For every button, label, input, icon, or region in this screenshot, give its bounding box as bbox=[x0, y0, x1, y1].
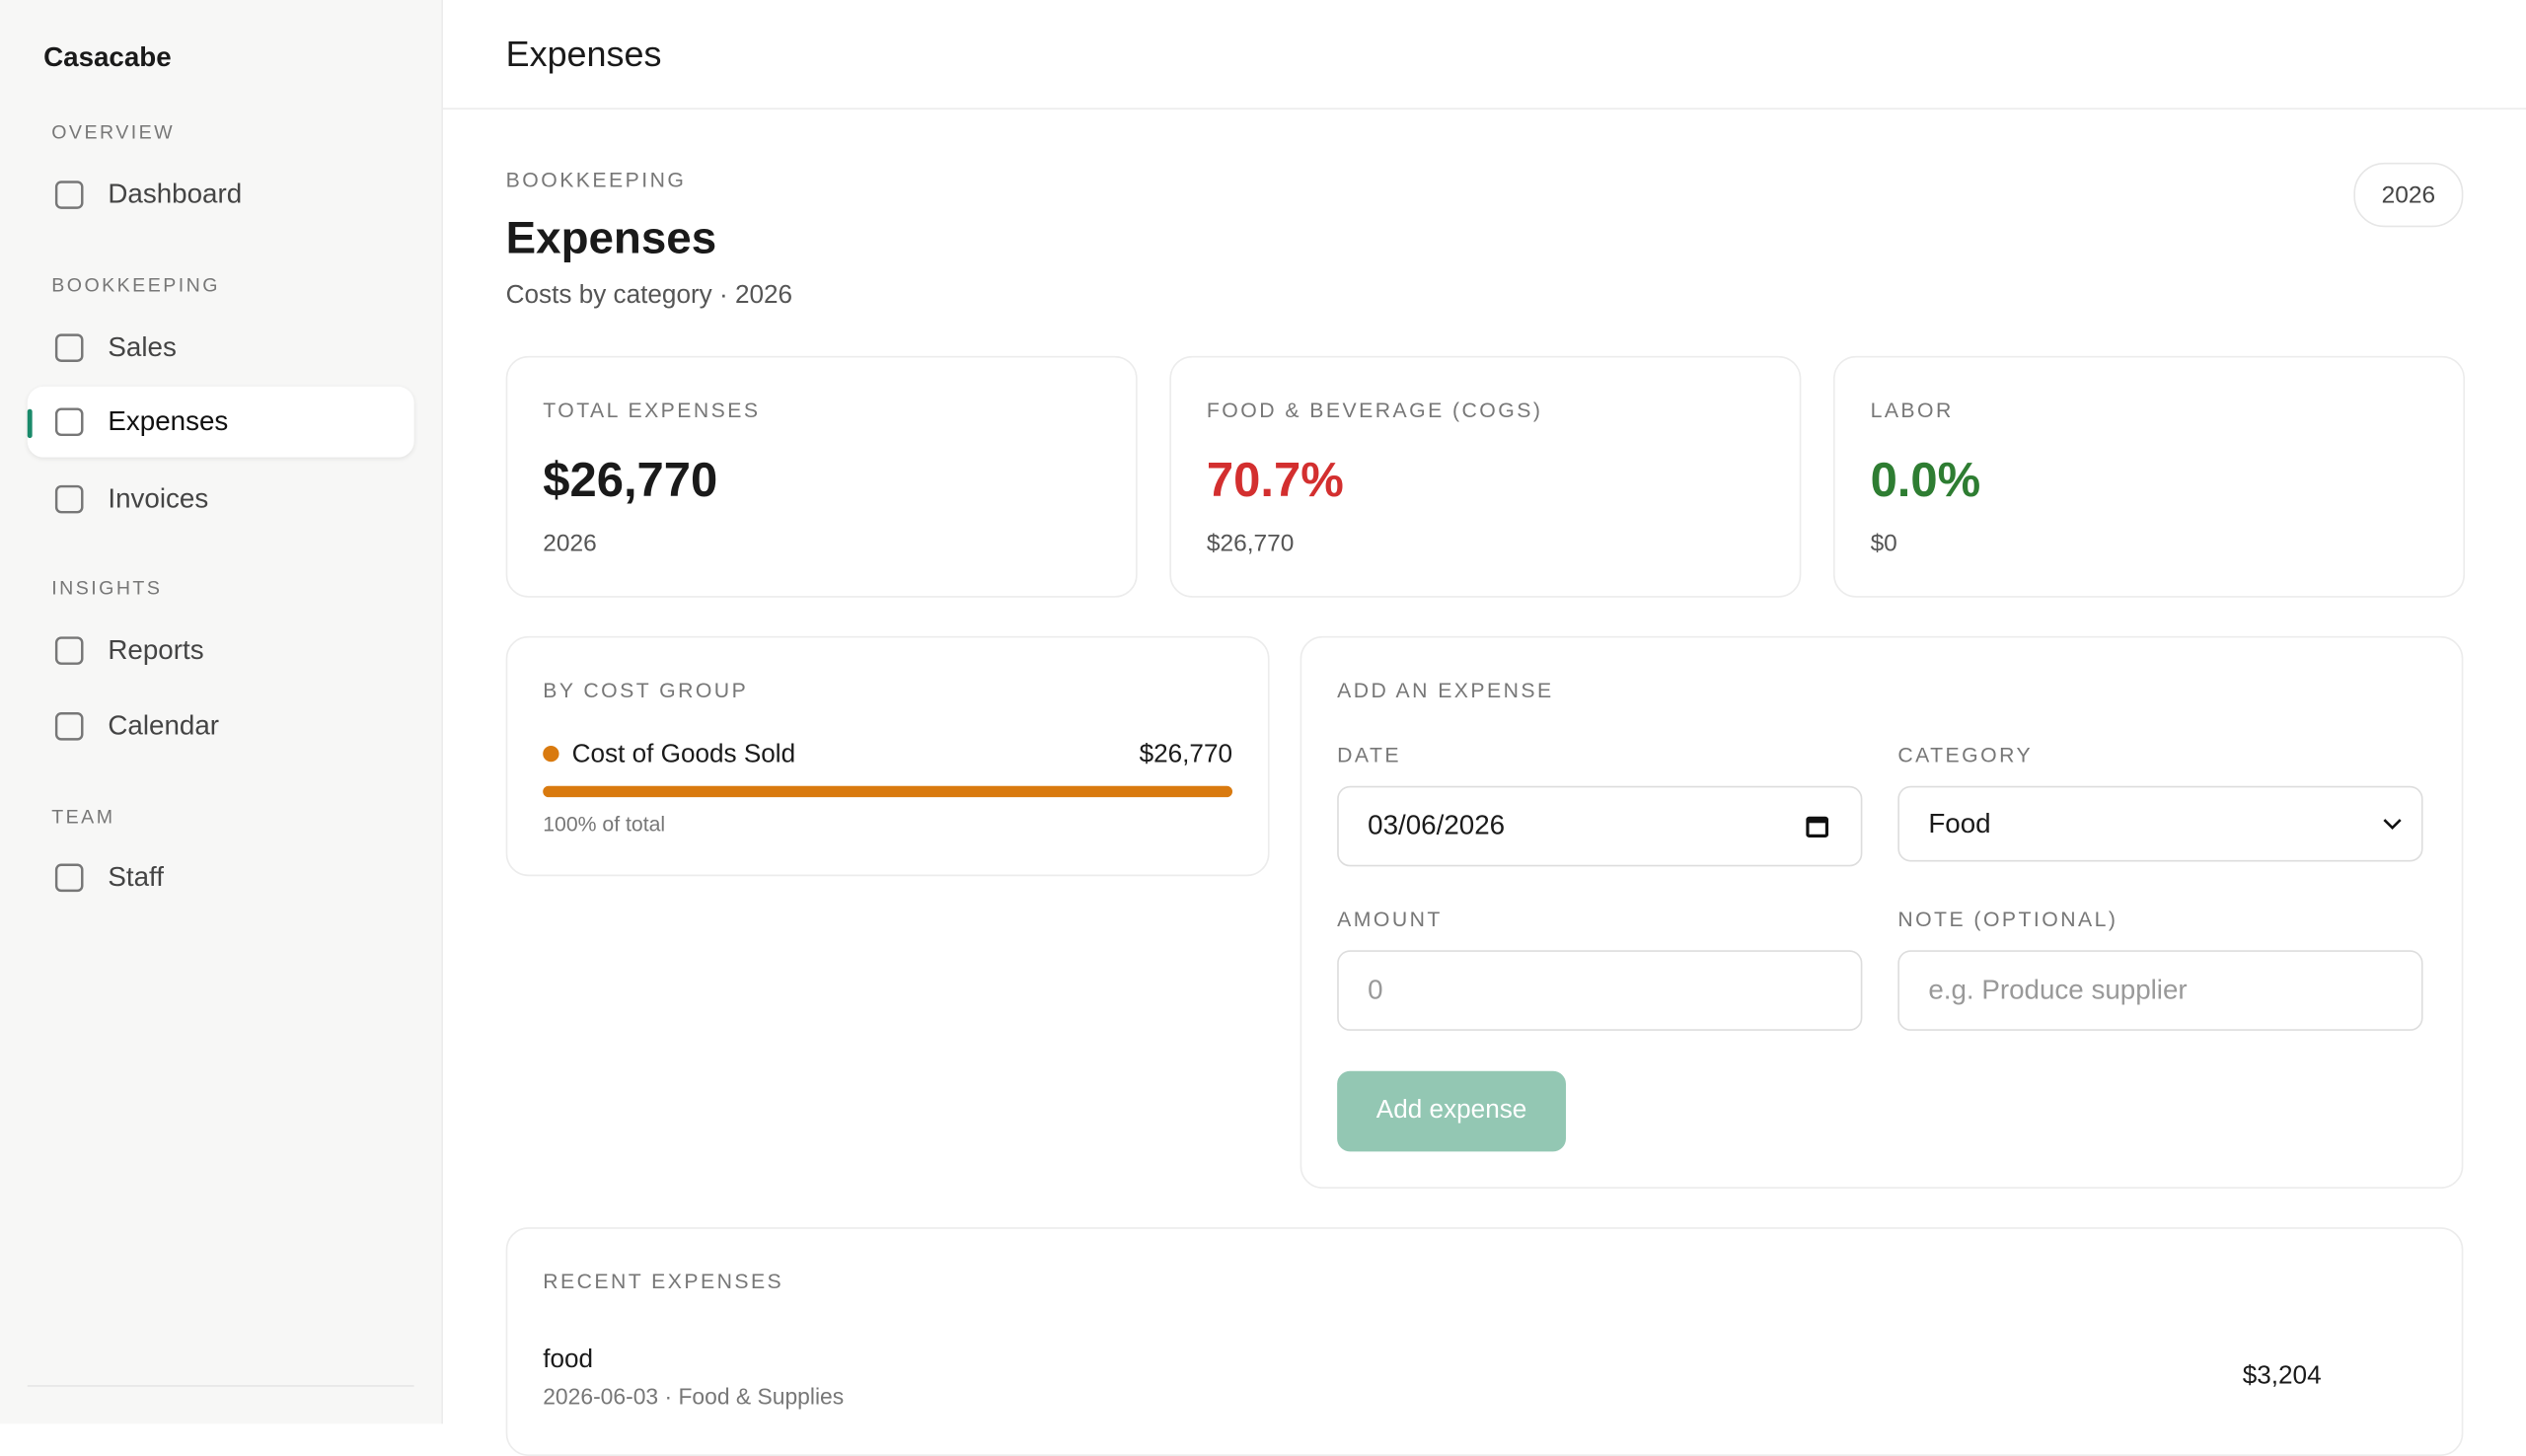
sidebar: Casacabe OVERVIEW Dashboard BOOKKEEPING Sal… bbox=[0, 0, 443, 1424]
nav-label: Calendar bbox=[108, 710, 220, 742]
share-bar bbox=[543, 785, 1233, 798]
nav-icon bbox=[54, 181, 84, 209]
submit-button[interactable]: Add expense bbox=[1337, 1070, 1566, 1152]
nav-label: Invoices bbox=[108, 482, 209, 514]
placeholder: e.g. Produce supplier bbox=[1928, 974, 2188, 1005]
card-title: RECENT EXPENSES bbox=[543, 1269, 784, 1294]
stat-label: LABOR bbox=[1870, 398, 1954, 422]
subtitle: Costs by category · 2026 bbox=[505, 281, 793, 310]
nav-label: Sales bbox=[108, 331, 177, 363]
page-title: Expenses bbox=[505, 212, 717, 263]
nav-item[interactable]: Staff bbox=[28, 842, 414, 913]
header: Expenses bbox=[442, 0, 2526, 110]
cost-group-card: BY COST GROUP Cost of Goods Sold $26,770… bbox=[505, 635, 1270, 877]
stat-value: 70.7% bbox=[1206, 454, 1344, 508]
label: CATEGORY bbox=[1897, 742, 2034, 767]
section-label: TEAM bbox=[51, 805, 115, 829]
section-label: INSIGHTS bbox=[51, 576, 163, 600]
label: NOTE (OPTIONAL) bbox=[1897, 907, 2118, 931]
group-amount: $26,770 bbox=[1139, 741, 1233, 768]
stat-label: TOTAL EXPENSES bbox=[543, 398, 761, 422]
stat-card: FOOD & BEVERAGE (COGS) 70.7% $26,770 bbox=[1169, 355, 1802, 598]
nav-item[interactable]: Expenses bbox=[27, 386, 414, 458]
placeholder: 0 bbox=[1368, 974, 1383, 1005]
card-title: BY COST GROUP bbox=[543, 678, 749, 702]
note-input[interactable]: e.g. Produce supplier bbox=[1897, 950, 2423, 1031]
chevron bbox=[2383, 818, 2402, 830]
header-title: Expenses bbox=[505, 34, 662, 75]
nav-item[interactable]: Invoices bbox=[28, 464, 414, 535]
stat-sub: 2026 bbox=[543, 530, 597, 557]
expense-note: food bbox=[543, 1346, 594, 1374]
nav-label: Expenses bbox=[108, 405, 229, 437]
nav-icon bbox=[54, 863, 84, 893]
expense-amount: $3,204 bbox=[2242, 1362, 2322, 1391]
label: DATE bbox=[1337, 742, 1401, 767]
nav-label: Staff bbox=[108, 861, 164, 893]
stat-value: $26,770 bbox=[543, 454, 718, 508]
recent-card: RECENT EXPENSES food 2026-06-03 · Food &… bbox=[505, 1227, 2464, 1456]
card-title: ADD AN EXPENSE bbox=[1337, 678, 1554, 702]
nav-icon bbox=[54, 333, 84, 362]
expense-form: ADD AN EXPENSE DATE 03/06/2026 CATEGORY … bbox=[1300, 635, 2464, 1189]
amount-input[interactable]: 0 bbox=[1337, 950, 1863, 1031]
nav-item[interactable]: Sales bbox=[28, 313, 414, 384]
divider bbox=[27, 1385, 414, 1387]
section-label: BOOKKEEPING bbox=[51, 273, 220, 297]
stat-card: TOTAL EXPENSES $26,770 2026 bbox=[505, 355, 1138, 598]
share-label: 100% of total bbox=[543, 811, 666, 837]
nav-icon bbox=[54, 407, 84, 437]
date-input[interactable]: 03/06/2026 bbox=[1337, 785, 1863, 867]
category-value: Food bbox=[1928, 807, 1991, 838]
nav-icon bbox=[54, 636, 84, 665]
category-select[interactable]: Food bbox=[1897, 785, 2423, 862]
cost-group-row: Cost of Goods Sold $26,770 100% of total bbox=[543, 741, 1233, 836]
label: AMOUNT bbox=[1337, 907, 1443, 931]
nav-item[interactable]: Reports bbox=[28, 616, 414, 687]
stat-label: FOOD & BEVERAGE (COGS) bbox=[1206, 398, 1543, 422]
group-name: Cost of Goods Sold bbox=[571, 741, 796, 768]
stat-sub: $0 bbox=[1870, 530, 1897, 557]
expense-meta: 2026-06-03 · Food & Supplies bbox=[543, 1383, 845, 1410]
stat-value: 0.0% bbox=[1870, 454, 1981, 508]
nav-item[interactable]: Dashboard bbox=[28, 160, 414, 231]
date-value: 03/06/2026 bbox=[1368, 810, 1506, 841]
year-selector[interactable]: 2026 bbox=[2353, 162, 2464, 228]
section-label: OVERVIEW bbox=[51, 120, 176, 144]
stat-card: LABOR 0.0% $0 bbox=[1833, 355, 2466, 598]
nav-item[interactable]: Calendar bbox=[28, 691, 414, 762]
stat-sub: $26,770 bbox=[1206, 530, 1295, 557]
eyebrow: BOOKKEEPING bbox=[505, 167, 687, 192]
calendar-icon bbox=[1806, 816, 1829, 838]
nav-icon bbox=[54, 484, 84, 514]
brand: Casacabe bbox=[43, 41, 172, 73]
nav-icon bbox=[54, 712, 84, 741]
nav-label: Dashboard bbox=[108, 179, 243, 210]
nav-label: Reports bbox=[108, 634, 204, 666]
dot bbox=[543, 745, 559, 763]
